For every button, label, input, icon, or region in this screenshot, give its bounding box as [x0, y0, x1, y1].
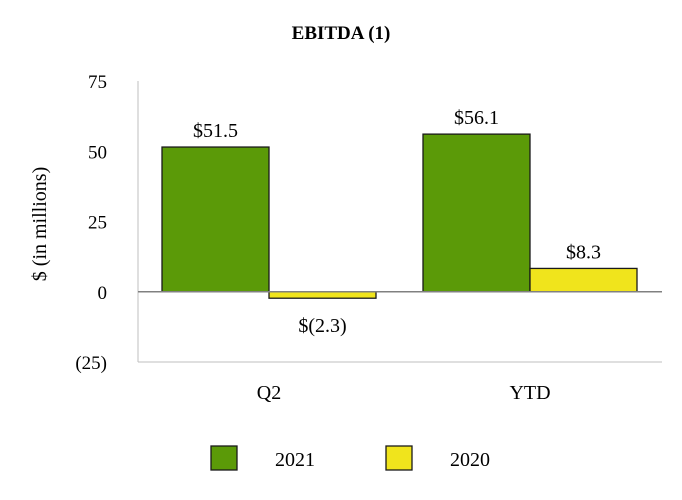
legend-label-2021: 2021: [275, 449, 315, 471]
category-labels: Q2 YTD: [257, 382, 551, 404]
y-tick-label: 0: [98, 283, 108, 304]
data-label: $(2.3): [298, 315, 346, 337]
y-tick-label: (25): [75, 353, 107, 374]
chart-title: EBITDA (1): [292, 23, 391, 44]
bar-2020-ytd: [529, 267, 638, 293]
y-axis-label: $ (in millions): [29, 167, 51, 281]
bar-2021-ytd: [422, 133, 531, 293]
legend-label-2020: 2020: [450, 449, 490, 471]
data-label: $8.3: [566, 241, 601, 263]
bar-group: [161, 133, 638, 299]
legend: 2021 2020: [210, 445, 490, 471]
data-labels: $51.5 $(2.3) $56.1 $8.3: [193, 107, 601, 337]
bar-2020-q2: [268, 291, 377, 299]
y-tick-label: 25: [88, 213, 107, 234]
y-tick-labels: 75 50 25 0 (25): [75, 72, 107, 374]
data-label: $51.5: [193, 120, 238, 142]
y-tick-label: 50: [88, 142, 107, 163]
category-label: Q2: [257, 382, 281, 404]
category-label: YTD: [509, 382, 550, 404]
data-label: $56.1: [454, 107, 499, 129]
bar-2021-q2: [161, 146, 270, 293]
y-tick-label: 75: [88, 72, 107, 93]
legend-swatch-2021: [210, 445, 238, 471]
legend-swatch-2020: [385, 445, 413, 471]
